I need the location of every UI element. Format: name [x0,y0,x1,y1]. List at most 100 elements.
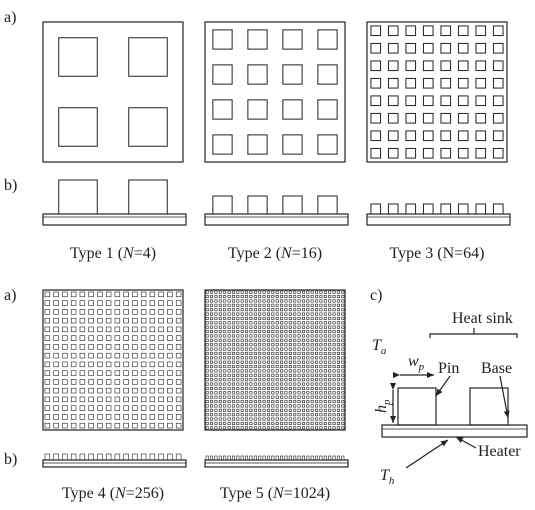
pin-top [275,338,279,342]
pin-top [223,321,227,325]
pin-top [249,408,253,412]
pin-top [247,64,268,85]
pin-top [227,373,231,377]
pin-top [288,417,292,421]
subscript: p [381,399,393,406]
pin-top [315,413,319,417]
pin-top [97,309,103,315]
pin-top [249,413,253,417]
pin-side [301,455,305,461]
pin-top [88,396,94,403]
pin-top [158,317,164,324]
pin-top [123,300,129,306]
pin-top [249,316,253,320]
pin-top [245,365,249,369]
pin-top [282,64,303,85]
pin-top [315,325,319,329]
pin-top [492,42,504,54]
pin-top [288,386,292,390]
pin-top [253,386,257,390]
pin-top [301,343,305,347]
pin-top [227,343,231,347]
pin-top [336,378,340,382]
pin-top [266,360,270,364]
pin-top [315,417,319,421]
pin-top [44,352,51,359]
pin-top [297,395,301,399]
pin-top [315,330,319,334]
pin-top [227,295,231,299]
pin-top [205,303,209,307]
pin-top [245,408,249,412]
pin-top [336,316,340,320]
pin-top [227,299,231,303]
pin-top [275,316,279,320]
pin-side [44,453,51,461]
pin-top [293,325,297,329]
pin-top [205,369,209,373]
pin-top [53,414,59,420]
pin-top [310,400,314,404]
type-label: Type 5 (N=1024) [220,485,330,502]
pin-top [288,421,292,425]
pin-top [262,321,266,325]
pin-top [328,382,332,386]
pin-top [236,426,240,430]
pin-top [266,347,270,351]
pin-top [280,343,284,347]
pin-top [140,370,147,376]
pin-top [223,391,227,395]
pin-top [53,352,59,359]
pin-top [123,352,129,359]
pin-top [249,303,253,307]
pin-top [70,361,77,368]
pin-top [140,405,147,411]
pin-top [249,325,253,329]
pin-top [323,365,327,369]
pin-top [149,309,156,315]
pin-top [315,408,319,412]
pin-top [167,352,173,359]
pin-top [240,347,244,351]
pin-top [387,147,399,159]
pin-top [236,391,240,395]
pin-top [280,312,284,316]
pin-top [319,382,323,386]
pin-top [227,391,231,395]
pin-top [140,291,147,298]
pin-top [212,29,233,50]
pin-top [231,386,235,390]
pin-top [262,325,266,329]
pin-top [175,300,182,306]
pin-side [266,455,270,461]
pin-top [328,321,332,325]
pin-top [315,426,319,430]
pin-top [297,321,301,325]
pin-top [231,391,235,395]
pin-top [422,112,434,124]
pin-top [167,291,173,298]
pin-top [223,295,227,299]
pin-top [266,395,270,399]
pin-top [240,417,244,421]
bracket [429,328,518,338]
pin-top [132,291,138,298]
pin-side [167,453,173,461]
label-text: =1024) [284,485,330,502]
pin-top [62,326,68,333]
pin-top [240,351,244,355]
pin-top [249,295,253,299]
pin-top [319,351,323,355]
pin-side [328,455,332,461]
pin-side [475,203,487,215]
pin-top [214,308,218,312]
pin-top [231,365,235,369]
pin-top [332,413,336,417]
pin-top [315,395,319,399]
pin-top [332,417,336,421]
pin-top [293,360,297,364]
pin-top [319,413,323,417]
pin-top [253,360,257,364]
pin-top [457,60,469,72]
pin-side [275,455,279,461]
